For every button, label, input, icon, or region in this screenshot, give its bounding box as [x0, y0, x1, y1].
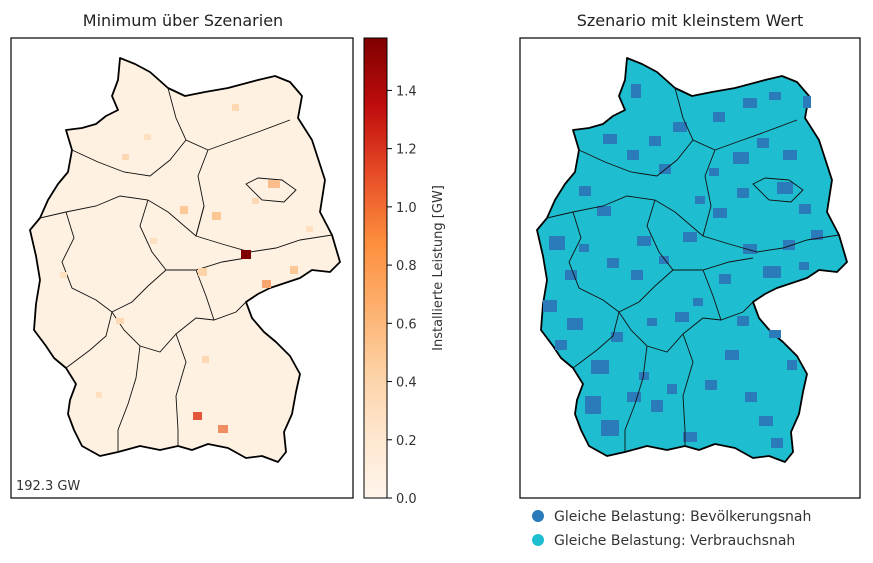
hotspot-14 [116, 318, 124, 324]
colorbar-tick-label: 0.4 [396, 376, 417, 391]
hotspot-13 [202, 356, 209, 363]
legend-item-bevoelkerungsnah: Gleiche Belastung: Bevölkerungsnah [532, 509, 811, 525]
colorbar-tick-label: 0.2 [396, 434, 417, 449]
colorbar-gradient [363, 37, 388, 499]
colorbar-tick-label: 1.0 [396, 201, 417, 216]
colorbar-tick-label: 0.6 [396, 317, 417, 332]
hotspot-1 [241, 250, 251, 259]
colorbar: 0.0 0.2 0.4 0.6 0.8 1.0 1.2 1.4 Installierte Le… [363, 37, 446, 507]
hotspot-3 [218, 425, 228, 433]
total-capacity-note: 192.3 GW [16, 479, 80, 494]
hotspot-9 [198, 268, 207, 276]
scenario-legend: Gleiche Belastung: Bevölkerungsnah Gleic… [532, 509, 811, 549]
legend-item-verbrauchsnah: Gleiche Belastung: Verbrauchsnah [532, 533, 795, 549]
hotspot-5 [268, 180, 280, 188]
left-hotspots [60, 104, 313, 433]
hotspot-15 [60, 272, 67, 278]
colorbar-tick-label: 0.8 [396, 259, 417, 274]
colorbar-tick-label: 1.4 [396, 84, 417, 99]
legend-marker-bevoelkerungsnah [532, 510, 544, 522]
hotspot-11 [122, 154, 129, 160]
legend-marker-verbrauchsnah [532, 534, 544, 546]
right-map-title: Szenario mit kleinstem Wert [577, 11, 803, 30]
colorbar-label: Installierte Leistung [GW] [431, 185, 446, 351]
hotspot-2 [193, 412, 202, 420]
right-state-borders [546, 87, 840, 452]
hotspot-6 [180, 206, 188, 214]
hotspot-7 [212, 212, 221, 220]
hotspot-18 [96, 392, 102, 398]
hotspot-17 [150, 238, 157, 244]
hotspot-19 [144, 134, 151, 140]
legend-label-bevoelkerungsnah: Gleiche Belastung: Bevölkerungsnah [554, 509, 811, 525]
right-region-patches [543, 84, 823, 448]
hotspot-16 [306, 226, 313, 232]
legend-label-verbrauchsnah: Gleiche Belastung: Verbrauchsnah [554, 533, 795, 549]
colorbar-tick-label: 0.0 [396, 492, 417, 507]
left-germany-map [29, 57, 341, 463]
right-germany-map [536, 57, 848, 463]
colorbar-tick-label: 1.2 [396, 143, 417, 158]
hotspot-4 [262, 280, 271, 288]
hotspot-10 [232, 104, 239, 111]
hotspot-12 [252, 198, 259, 204]
hotspot-8 [290, 266, 298, 274]
left-map-title: Minimum über Szenarien [83, 11, 283, 30]
colorbar-ticks: 0.0 0.2 0.4 0.6 0.8 1.0 1.2 1.4 [387, 84, 417, 507]
